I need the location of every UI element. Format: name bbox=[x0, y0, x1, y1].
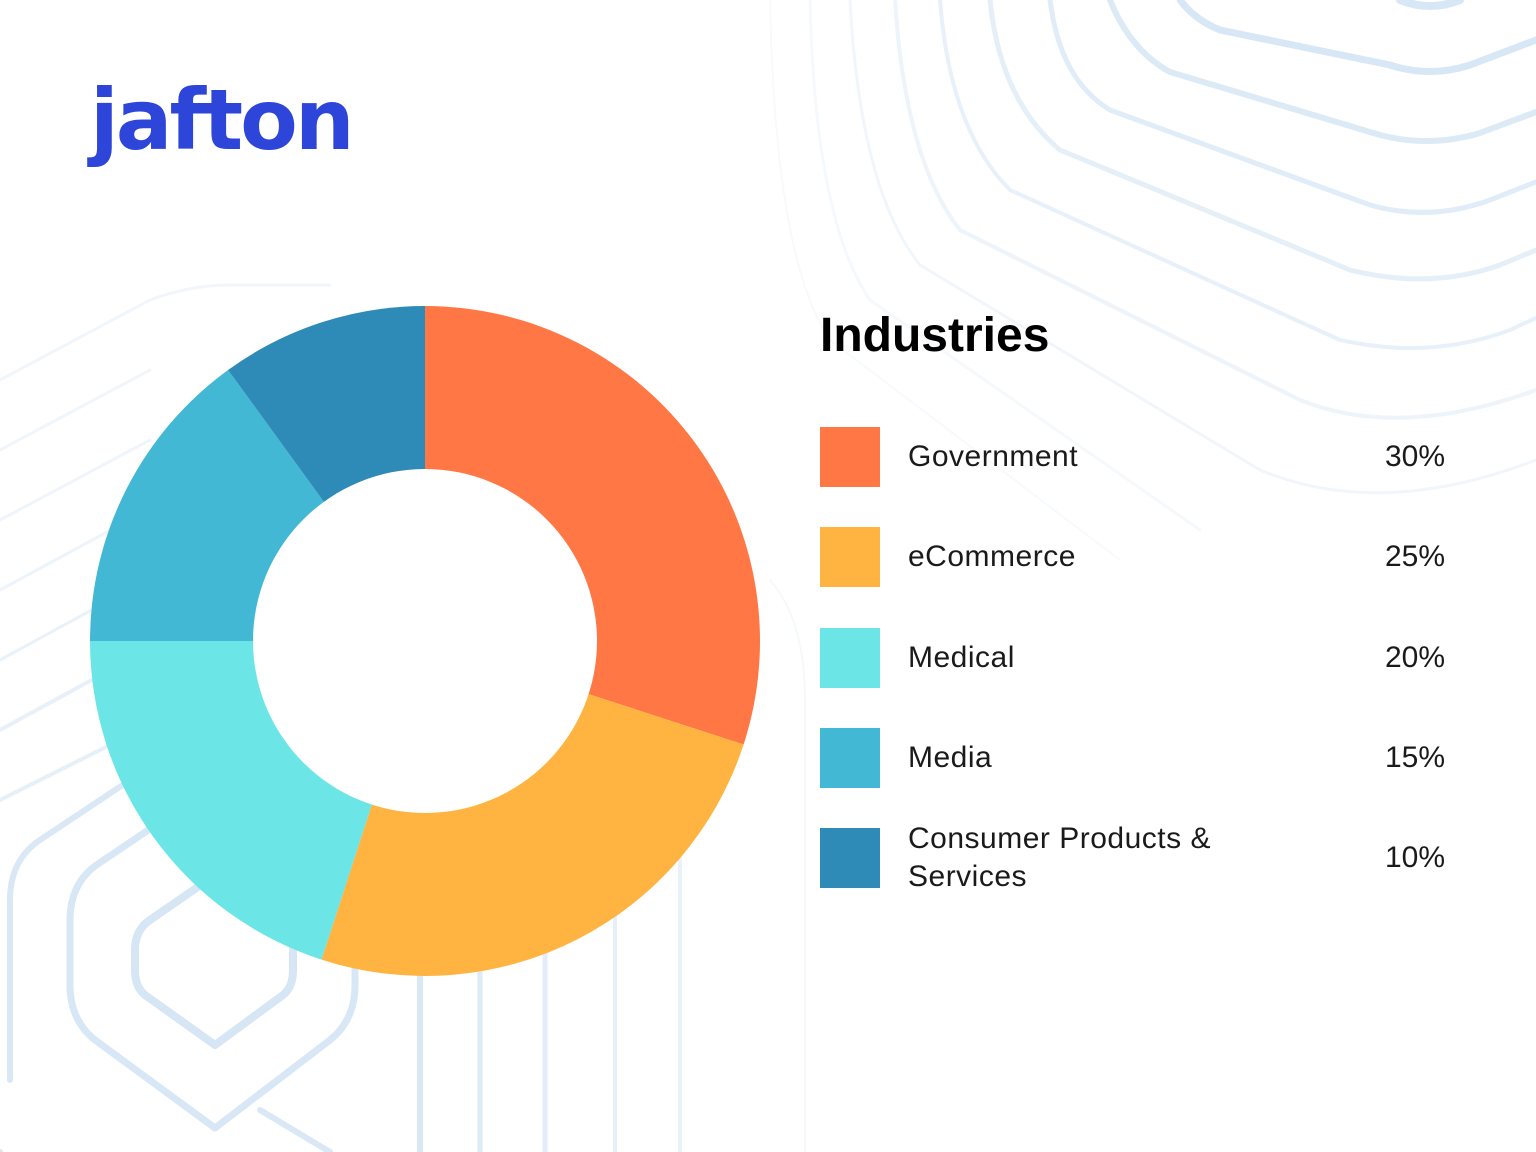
legend: Industries Government 30% eCommerce 25% … bbox=[820, 300, 1460, 893]
legend-item-media: Media 15% bbox=[820, 728, 1460, 790]
legend-value: 30% bbox=[1384, 440, 1445, 473]
legend-label: Consumer Products & Services bbox=[908, 822, 1211, 893]
donut-hole bbox=[253, 469, 597, 813]
legend-value: 25% bbox=[1384, 540, 1445, 573]
legend-value: 15% bbox=[1384, 741, 1445, 774]
legend-item-medical: Medical 20% bbox=[820, 628, 1460, 690]
jafton-logo: jafton bbox=[90, 71, 355, 169]
legend-label: Media bbox=[908, 741, 993, 774]
legend-label: Government bbox=[908, 440, 1079, 473]
swatch-ecommerce bbox=[820, 527, 880, 587]
swatch-medical bbox=[820, 628, 880, 688]
swatch-media bbox=[820, 728, 880, 788]
legend-value: 10% bbox=[1384, 841, 1445, 874]
legend-item-consumer-products: Consumer Products & Services 10% bbox=[820, 822, 1460, 893]
legend-value: 20% bbox=[1384, 641, 1445, 674]
legend-label: Medical bbox=[908, 641, 1015, 674]
swatch-consumer-products bbox=[820, 828, 880, 888]
legend-title: Industries bbox=[820, 309, 1050, 362]
legend-item-ecommerce: eCommerce 25% bbox=[820, 527, 1460, 589]
swatch-government bbox=[820, 427, 880, 487]
legend-item-government: Government 30% bbox=[820, 427, 1460, 489]
legend-label: eCommerce bbox=[908, 540, 1076, 573]
